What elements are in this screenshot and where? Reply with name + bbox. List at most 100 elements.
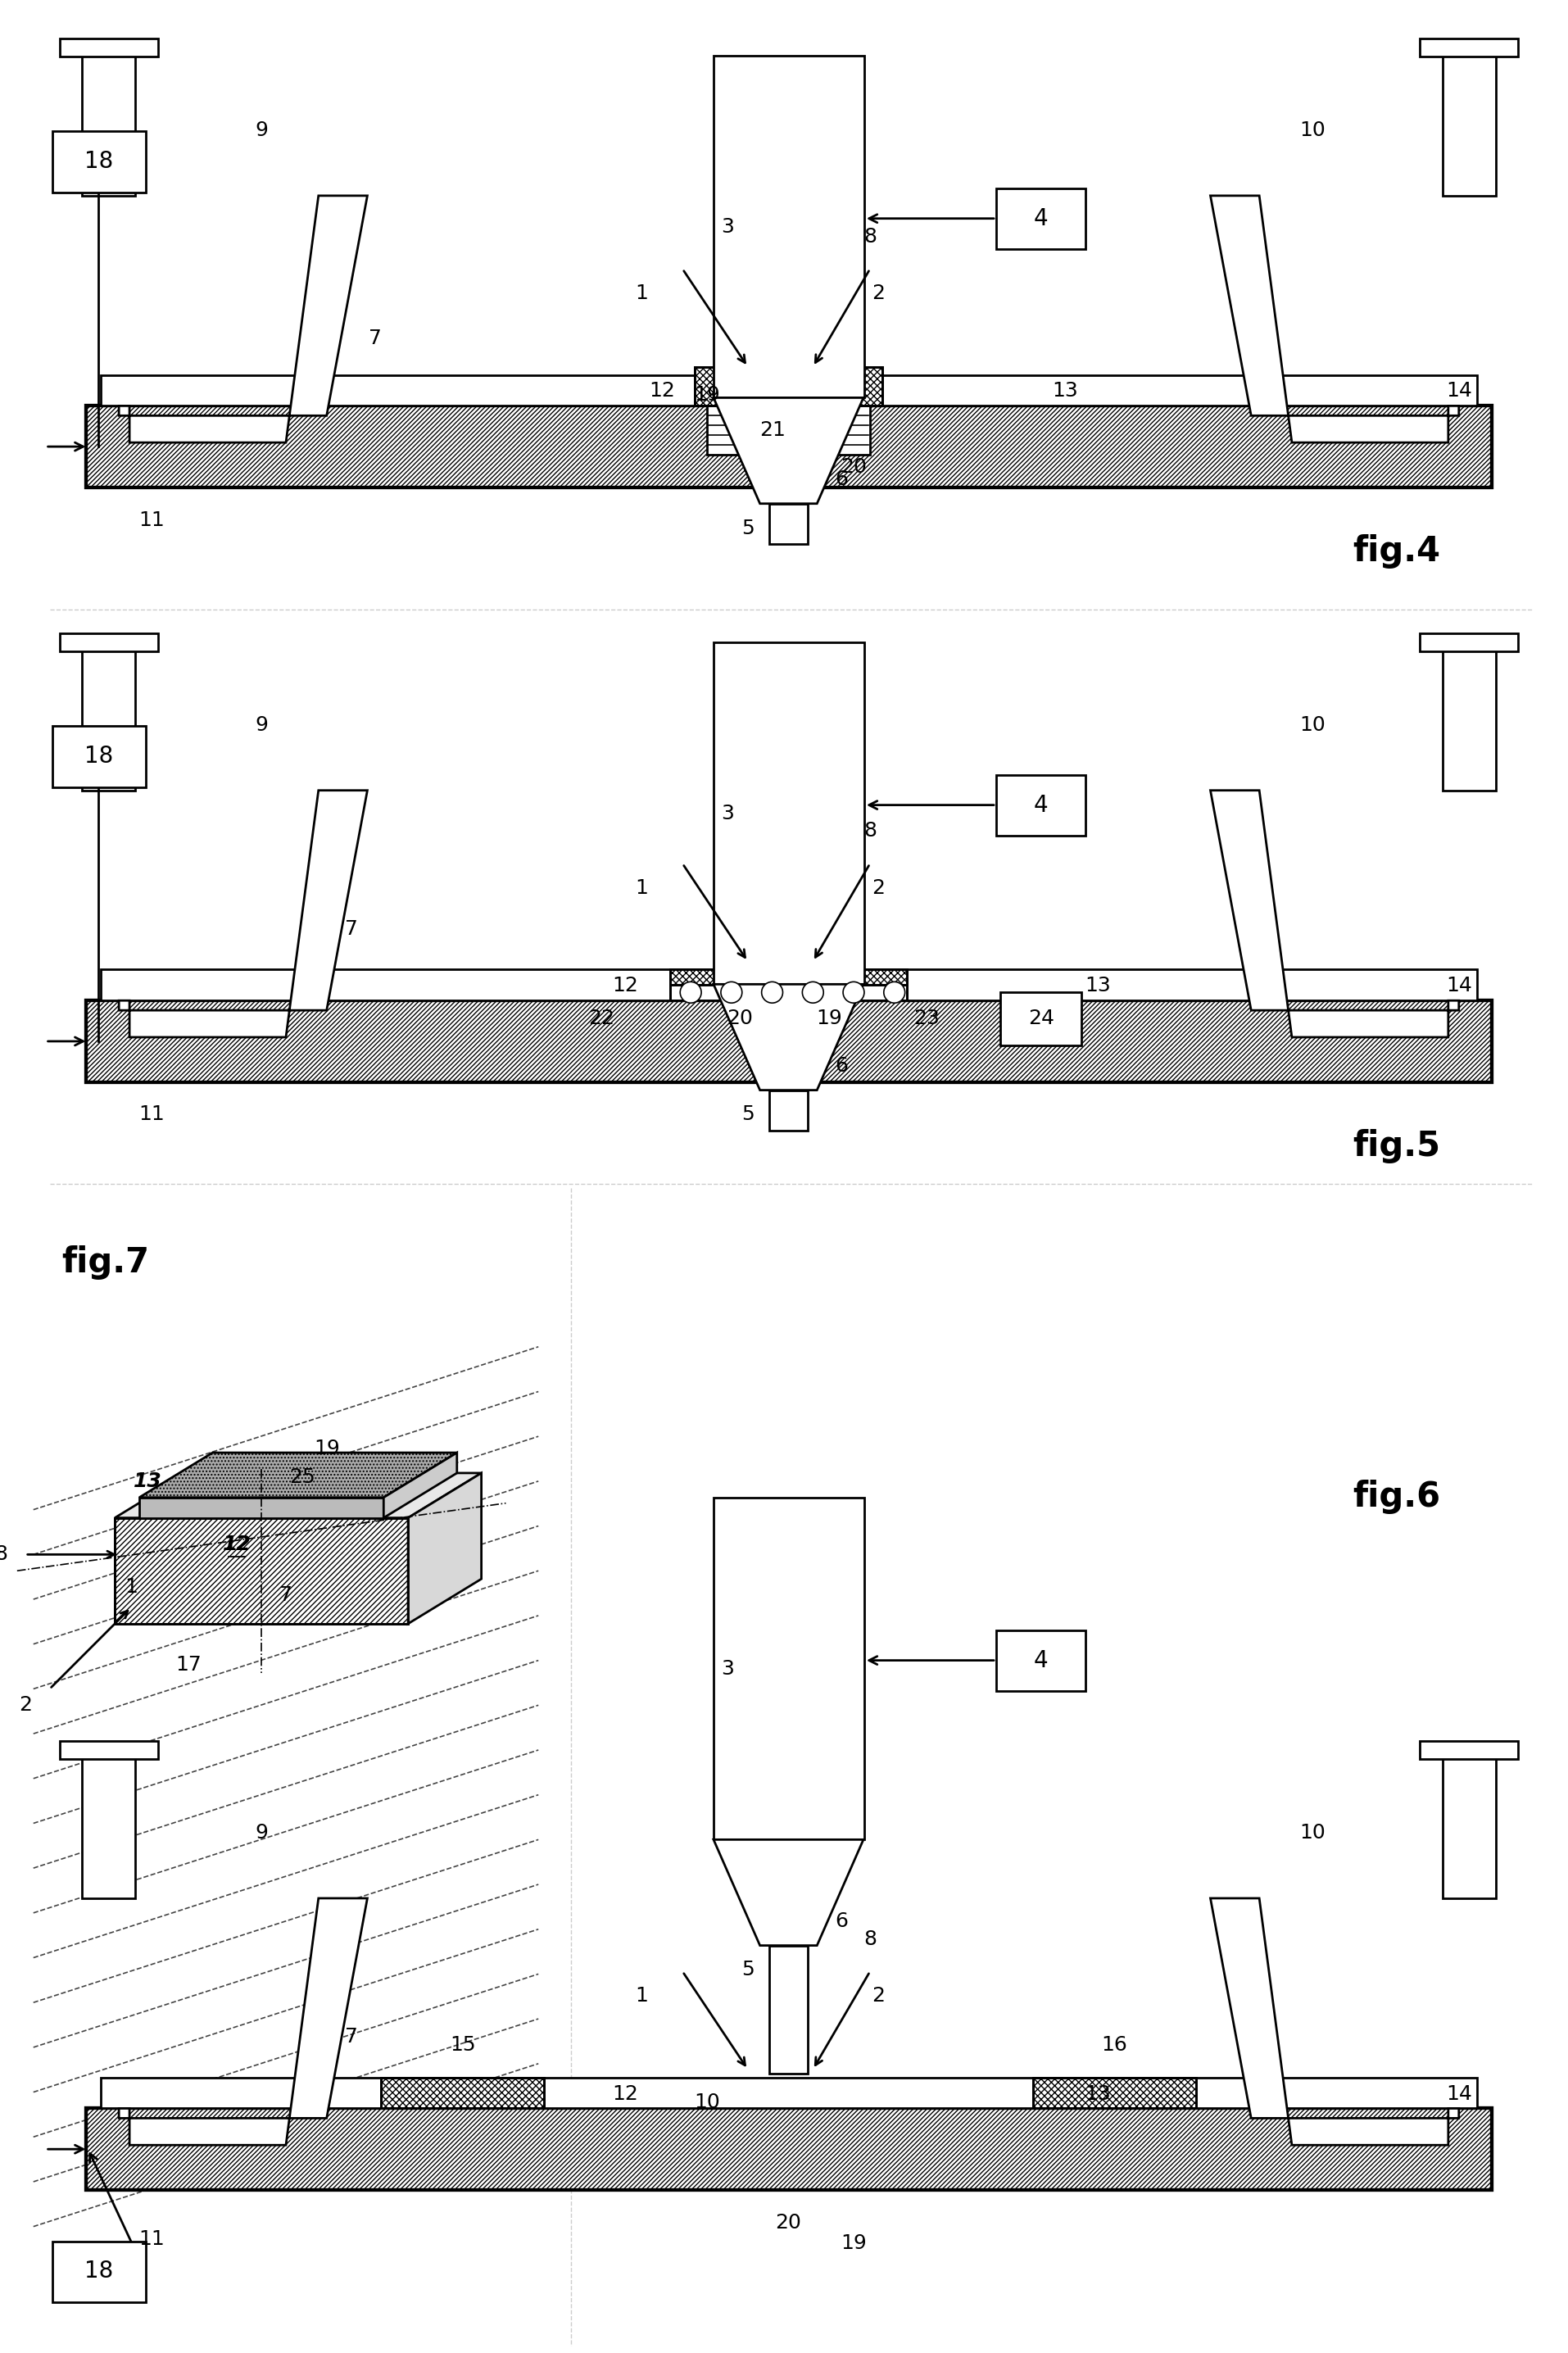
Bar [670, 969, 906, 1000]
Bar [768, 1089, 808, 1132]
Text: 12: 12 [612, 2085, 638, 2104]
Bar [1032, 2078, 1195, 2108]
Bar [60, 1741, 158, 1760]
Polygon shape [713, 984, 862, 1089]
Circle shape [760, 981, 782, 1002]
Text: 19: 19 [693, 386, 720, 405]
Text: 18: 18 [85, 744, 113, 767]
Text: 12: 12 [224, 1534, 249, 1555]
Bar [707, 405, 870, 454]
Polygon shape [713, 398, 862, 504]
Text: 2: 2 [872, 285, 884, 304]
Bar [713, 1497, 864, 1840]
Polygon shape [119, 791, 367, 1038]
Text: 20: 20 [840, 456, 866, 478]
Polygon shape [114, 1518, 408, 1624]
Bar [670, 969, 906, 986]
Text: 21: 21 [759, 421, 786, 440]
Bar [86, 1000, 1491, 1082]
Text: 10: 10 [1298, 120, 1325, 141]
Text: 12: 12 [223, 1534, 251, 1555]
Text: 3: 3 [721, 216, 734, 238]
Text: 9: 9 [256, 715, 268, 734]
Bar [1032, 2078, 1195, 2108]
Polygon shape [140, 1452, 456, 1497]
Text: 13: 13 [1085, 976, 1110, 995]
Text: 7: 7 [345, 920, 358, 939]
Text: 16: 16 [1101, 2035, 1127, 2054]
Text: 11: 11 [138, 2228, 165, 2249]
Text: 13: 13 [1052, 381, 1077, 400]
Text: 7: 7 [368, 329, 381, 348]
Text: 3: 3 [721, 802, 734, 824]
Bar [86, 405, 1491, 487]
Text: 10: 10 [1298, 715, 1325, 734]
Text: 14: 14 [1446, 976, 1471, 995]
Text: 11: 11 [138, 511, 165, 529]
Text: 5: 5 [742, 1960, 754, 1979]
Text: 23: 23 [914, 1009, 939, 1028]
Polygon shape [1210, 791, 1458, 1038]
Text: 1: 1 [635, 878, 648, 899]
Polygon shape [408, 1473, 481, 1624]
Text: 5: 5 [742, 1106, 754, 1125]
Text: 6: 6 [834, 468, 848, 489]
Circle shape [883, 981, 905, 1002]
Text: 24: 24 [1027, 1009, 1054, 1028]
Text: 7: 7 [345, 2026, 358, 2047]
Bar [906, 969, 1475, 1000]
Text: 19: 19 [815, 1009, 842, 1028]
Text: 8: 8 [0, 1544, 8, 1565]
Bar [1000, 993, 1082, 1045]
Circle shape [720, 981, 742, 1002]
Text: 1: 1 [635, 1986, 648, 2005]
Bar [86, 2108, 1491, 2191]
Text: 6: 6 [834, 1056, 848, 1075]
Text: 20: 20 [775, 2212, 801, 2233]
Text: fig.4: fig.4 [1352, 534, 1439, 569]
Text: 4: 4 [1033, 793, 1047, 816]
Circle shape [801, 981, 823, 1002]
Text: 19: 19 [840, 2233, 866, 2252]
Text: 2: 2 [19, 1697, 31, 1715]
Bar [86, 1000, 1491, 1082]
Text: 9: 9 [256, 1824, 268, 1842]
Bar [60, 38, 158, 56]
Bar [713, 642, 864, 984]
Bar [100, 2078, 381, 2108]
Bar [996, 1631, 1085, 1692]
Text: 1: 1 [124, 1577, 138, 1598]
Text: 12: 12 [649, 381, 674, 400]
Text: fig.7: fig.7 [61, 1245, 149, 1280]
Bar [1443, 647, 1494, 791]
Text: 7: 7 [279, 1586, 292, 1605]
Text: 2: 2 [872, 1986, 884, 2005]
Circle shape [681, 981, 701, 1002]
Bar [1443, 1755, 1494, 1899]
Bar [670, 969, 906, 1000]
Text: fig.6: fig.6 [1352, 1480, 1439, 1513]
Bar [996, 188, 1085, 249]
Text: 11: 11 [138, 1106, 165, 1125]
Text: fig.5: fig.5 [1352, 1129, 1439, 1162]
Bar [381, 2078, 544, 2108]
Text: 8: 8 [862, 821, 877, 840]
Bar [381, 2078, 544, 2108]
Bar [52, 727, 146, 788]
Text: 2: 2 [872, 878, 884, 899]
Bar [86, 2108, 1491, 2191]
Polygon shape [119, 195, 367, 442]
Polygon shape [384, 1452, 456, 1518]
Polygon shape [119, 1899, 367, 2146]
Text: 17: 17 [176, 1654, 201, 1675]
Text: 9: 9 [256, 120, 268, 141]
Text: 8: 8 [862, 226, 877, 247]
Text: 20: 20 [726, 1009, 753, 1028]
Text: 14: 14 [1446, 2085, 1471, 2104]
Bar [768, 1946, 808, 2073]
Text: 6: 6 [834, 1911, 848, 1932]
Text: 4: 4 [1033, 1649, 1047, 1673]
Text: 22: 22 [588, 1009, 615, 1028]
Text: 14: 14 [1446, 381, 1471, 400]
Bar [670, 969, 906, 986]
